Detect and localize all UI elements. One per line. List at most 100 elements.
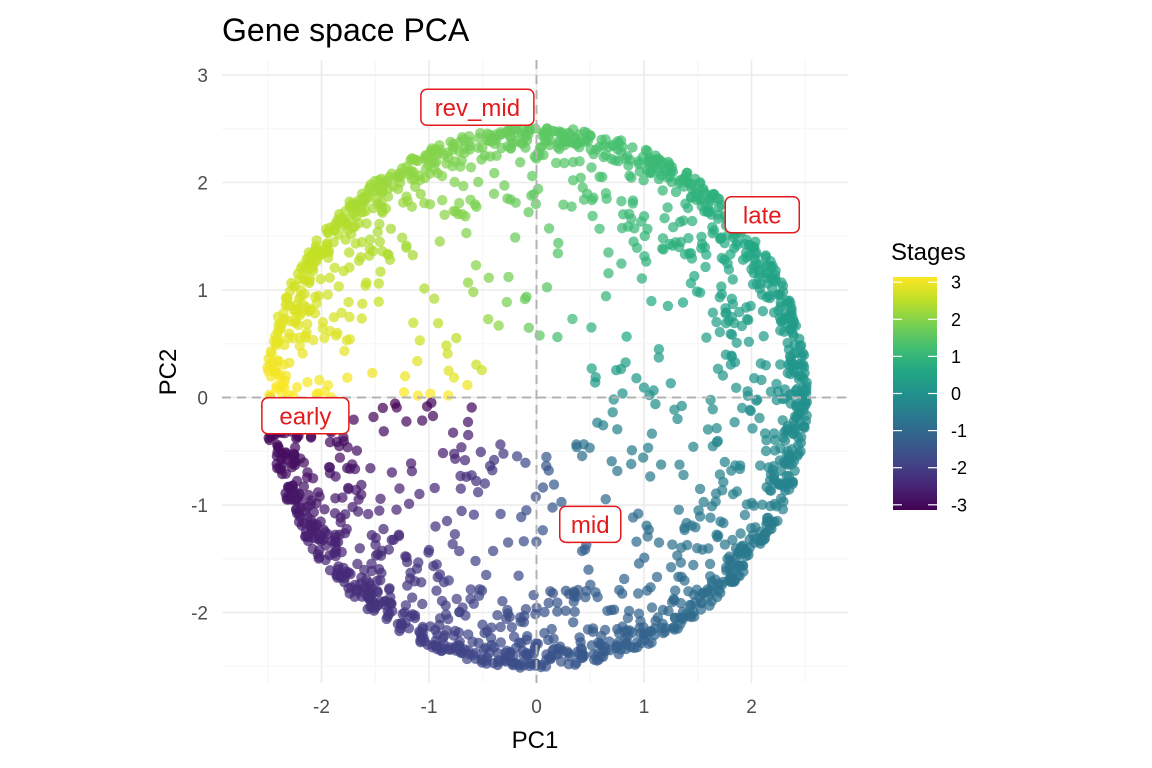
annotation-label: late bbox=[743, 202, 782, 229]
data-point bbox=[612, 136, 624, 147]
data-point bbox=[520, 604, 532, 615]
data-point bbox=[427, 642, 438, 653]
data-point bbox=[423, 544, 435, 556]
data-point bbox=[691, 286, 703, 297]
data-point bbox=[782, 445, 794, 457]
data-point bbox=[682, 202, 694, 214]
data-point bbox=[764, 292, 776, 304]
data-point bbox=[690, 522, 701, 533]
data-point bbox=[454, 607, 465, 618]
data-point bbox=[417, 623, 428, 634]
data-point bbox=[506, 622, 518, 633]
data-point bbox=[707, 404, 718, 415]
data-point bbox=[754, 412, 765, 424]
data-point bbox=[462, 379, 473, 391]
x-tick-labels: -2 -1 0 1 2 bbox=[313, 697, 757, 718]
data-point bbox=[706, 580, 718, 591]
data-point bbox=[701, 587, 712, 598]
data-point bbox=[488, 188, 500, 199]
data-point bbox=[560, 585, 572, 596]
data-point bbox=[349, 463, 361, 475]
data-point bbox=[434, 569, 446, 580]
data-point bbox=[662, 300, 674, 312]
data-point bbox=[434, 613, 446, 624]
data-point bbox=[377, 402, 388, 414]
legend-tick-label: -3 bbox=[951, 495, 967, 515]
data-point bbox=[530, 609, 541, 620]
data-point bbox=[437, 447, 449, 459]
data-point bbox=[659, 213, 670, 224]
data-point bbox=[763, 516, 774, 527]
data-point bbox=[675, 557, 686, 568]
data-point bbox=[650, 398, 661, 410]
data-point bbox=[622, 612, 634, 624]
data-point bbox=[436, 170, 448, 182]
data-point bbox=[515, 157, 526, 168]
data-point bbox=[384, 254, 396, 265]
data-point bbox=[414, 170, 425, 181]
data-point bbox=[434, 236, 445, 247]
data-point bbox=[705, 571, 716, 582]
data-point bbox=[712, 213, 724, 224]
data-point bbox=[552, 331, 563, 343]
data-point bbox=[566, 201, 577, 212]
data-point bbox=[492, 647, 503, 659]
data-point bbox=[403, 498, 415, 509]
data-point bbox=[554, 126, 565, 137]
data-point bbox=[667, 240, 678, 251]
data-point bbox=[737, 560, 749, 571]
data-point bbox=[608, 394, 619, 405]
data-point bbox=[487, 545, 499, 557]
data-point bbox=[454, 545, 465, 557]
data-point bbox=[735, 528, 746, 539]
data-point bbox=[571, 439, 582, 450]
data-point bbox=[320, 554, 331, 566]
data-point bbox=[759, 428, 771, 439]
data-point bbox=[302, 377, 313, 388]
data-point bbox=[621, 331, 632, 342]
data-point bbox=[399, 371, 411, 382]
data-point bbox=[590, 377, 601, 388]
data-point bbox=[765, 485, 777, 496]
data-point bbox=[314, 374, 325, 386]
data-point bbox=[468, 286, 479, 298]
data-point bbox=[631, 242, 643, 253]
data-point bbox=[415, 635, 426, 646]
data-point bbox=[603, 268, 614, 279]
data-point bbox=[586, 322, 597, 333]
data-point bbox=[601, 193, 612, 204]
data-point bbox=[364, 234, 376, 245]
data-point bbox=[495, 508, 506, 520]
data-point bbox=[623, 160, 634, 171]
data-point bbox=[633, 156, 644, 167]
data-point bbox=[653, 153, 664, 164]
data-point bbox=[366, 530, 377, 541]
annotation-mid: mid bbox=[559, 505, 622, 544]
data-point bbox=[541, 282, 553, 293]
data-point bbox=[391, 402, 402, 413]
annotation-box bbox=[559, 505, 622, 544]
data-point bbox=[665, 378, 676, 389]
x-tick-label: -2 bbox=[313, 697, 330, 718]
data-point bbox=[773, 289, 785, 300]
data-point bbox=[373, 296, 384, 307]
data-point bbox=[495, 439, 506, 450]
data-point bbox=[617, 388, 628, 399]
data-point bbox=[795, 340, 807, 351]
data-point bbox=[739, 509, 751, 521]
annotation-box bbox=[261, 397, 350, 435]
data-point bbox=[740, 247, 752, 259]
data-point bbox=[454, 146, 465, 157]
data-point bbox=[459, 455, 471, 466]
data-point bbox=[430, 521, 441, 532]
data-point bbox=[666, 166, 677, 177]
data-point bbox=[655, 459, 667, 470]
data-point bbox=[578, 194, 590, 205]
data-point bbox=[537, 482, 549, 493]
data-point bbox=[588, 192, 599, 203]
data-point bbox=[407, 592, 418, 603]
y-tick-label: -2 bbox=[191, 604, 208, 625]
data-point bbox=[462, 277, 474, 288]
data-point bbox=[425, 388, 436, 399]
data-point bbox=[356, 237, 368, 248]
